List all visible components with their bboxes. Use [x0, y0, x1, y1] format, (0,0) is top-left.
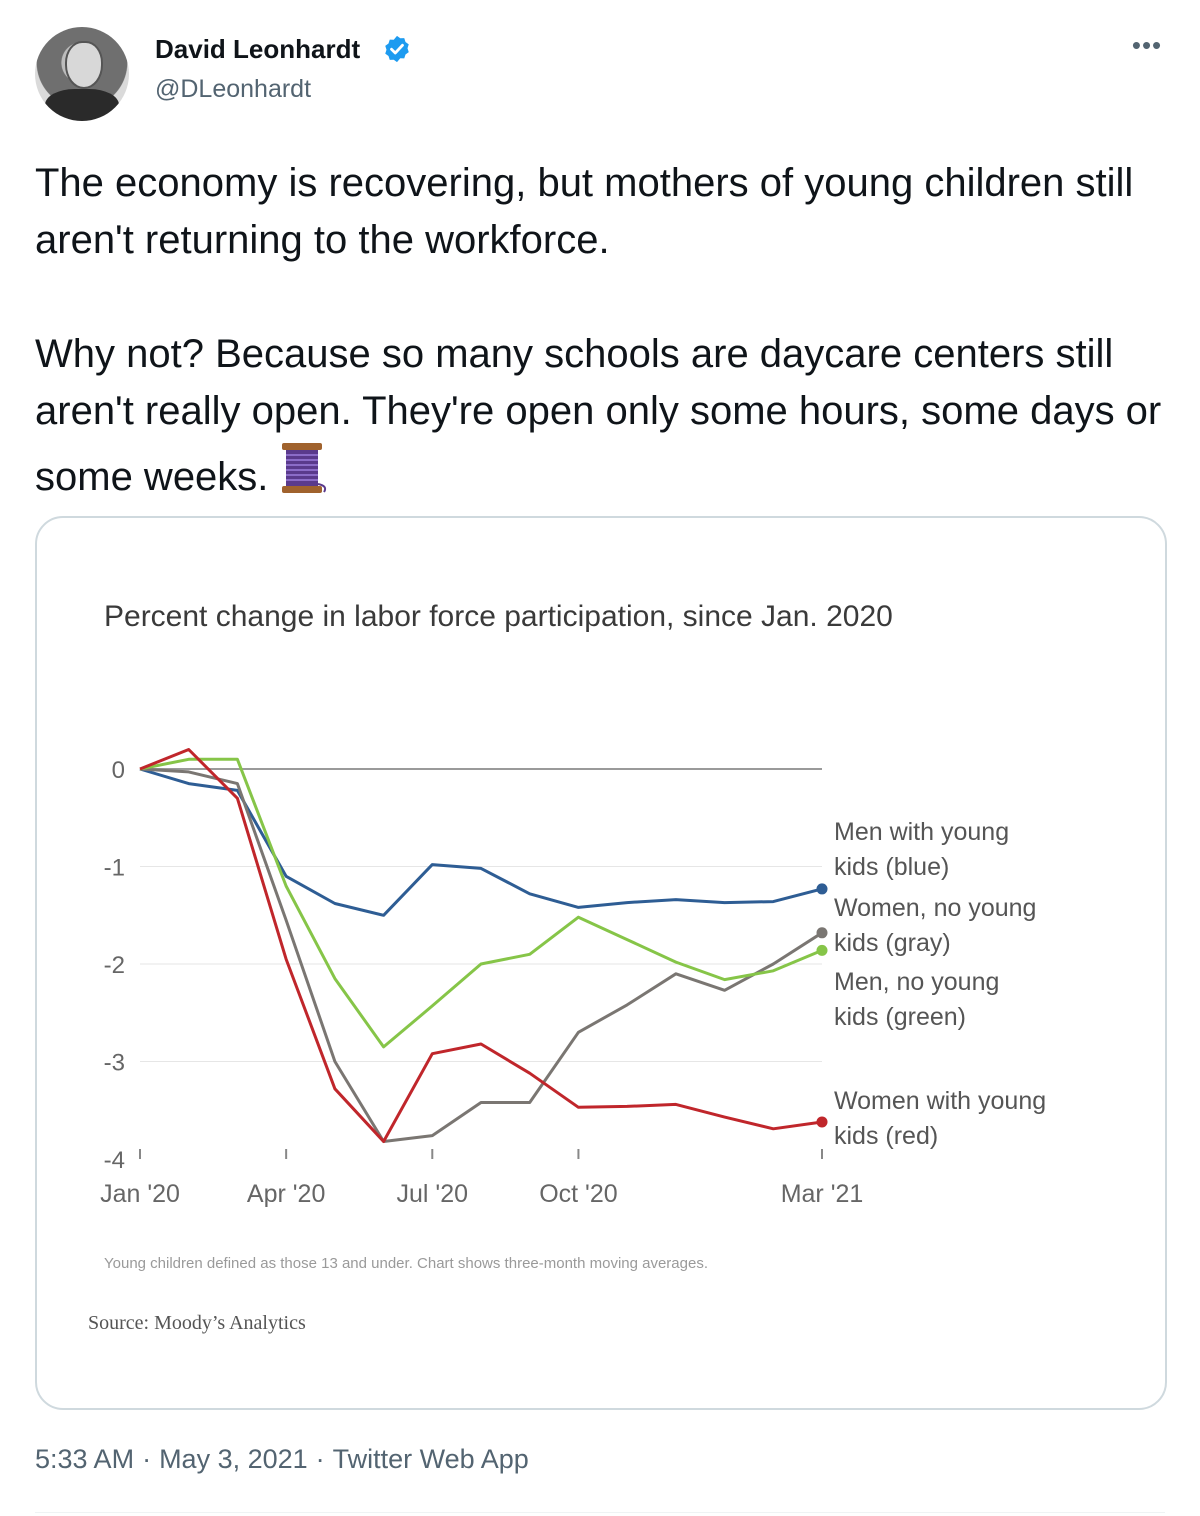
y-tick-label: -2 [104, 952, 125, 979]
chart-gridlines [140, 768, 822, 1062]
y-tick-label: 0 [112, 757, 125, 784]
divider [35, 1512, 1165, 1513]
meta-separator: · [142, 1444, 152, 1474]
series-line [139, 757, 823, 1049]
tweet-paragraph-text: Why not? Because so many schools are day… [35, 332, 1162, 499]
x-tick-label: Mar '21 [781, 1180, 864, 1208]
y-tick-label: -3 [104, 1050, 125, 1077]
series-label: Men, no young [834, 968, 999, 996]
chart-title: Percent change in labor force participat… [104, 600, 893, 633]
tweet-paragraph: The economy is recovering, but mothers o… [35, 161, 1134, 262]
series-line [139, 767, 823, 1143]
series-label: kids (red) [834, 1122, 938, 1150]
series-line [139, 767, 823, 917]
tweet-time[interactable]: 5:33 AM [35, 1444, 135, 1474]
chart-series-labels: Men with young kids (blue) Women, no young… [834, 818, 1046, 1150]
avatar[interactable] [35, 27, 129, 121]
series-label: kids (green) [834, 1003, 966, 1031]
labor-force-chart: Percent change in labor force participat… [88, 600, 1046, 1334]
x-tick-label: Oct '20 [539, 1180, 617, 1208]
chart-y-axis: 0 -1 -2 -3 -4 [104, 757, 125, 1174]
series-line [139, 748, 823, 1143]
more-options-icon[interactable]: ••• [1131, 30, 1163, 60]
x-tick-label: Jan '20 [100, 1180, 180, 1208]
series-label: kids (gray) [834, 929, 951, 957]
series-end-point [816, 1116, 828, 1128]
series-end-point [816, 927, 828, 939]
chart-series [139, 748, 828, 1143]
series-label: Men with young [834, 818, 1009, 846]
x-tick-label: Apr '20 [247, 1180, 325, 1208]
series-label: Women with young [834, 1087, 1046, 1115]
thread-spool-icon [282, 443, 327, 493]
author-handle[interactable]: @DLeonhardt [155, 75, 312, 103]
y-tick-label: -4 [104, 1147, 125, 1174]
author-name[interactable]: David Leonhardt [155, 34, 361, 64]
series-label: kids (blue) [834, 853, 949, 881]
tweet-paragraph: Why not? Because so many schools are day… [35, 326, 1165, 506]
chart-x-axis: Jan '20 Apr '20 Jul '20 Oct '20 Mar '21 [100, 1149, 863, 1208]
tweet-text: The economy is recovering, but mothers o… [35, 155, 1165, 506]
chart-footnote: Young children defined as those 13 and u… [104, 1255, 708, 1272]
y-tick-label: -1 [104, 855, 125, 882]
tweet-date[interactable]: May 3, 2021 [159, 1444, 308, 1474]
chart-source: Source: Moody’s Analytics [88, 1312, 306, 1334]
series-label: Women, no young [834, 894, 1036, 922]
meta-separator: · [315, 1444, 325, 1474]
series-end-point [816, 883, 828, 895]
x-tick-label: Jul '20 [397, 1180, 468, 1208]
tweet-source[interactable]: Twitter Web App [332, 1444, 529, 1474]
chart-card[interactable]: Percent change in labor force participat… [35, 516, 1167, 1410]
verified-badge-icon [385, 35, 409, 63]
avatar-shoulders [45, 89, 119, 121]
series-end-point [816, 944, 828, 956]
avatar-photo-icon [65, 41, 103, 89]
tweet-meta: 5:33 AM · May 3, 2021 · Twitter Web App [35, 1442, 529, 1476]
